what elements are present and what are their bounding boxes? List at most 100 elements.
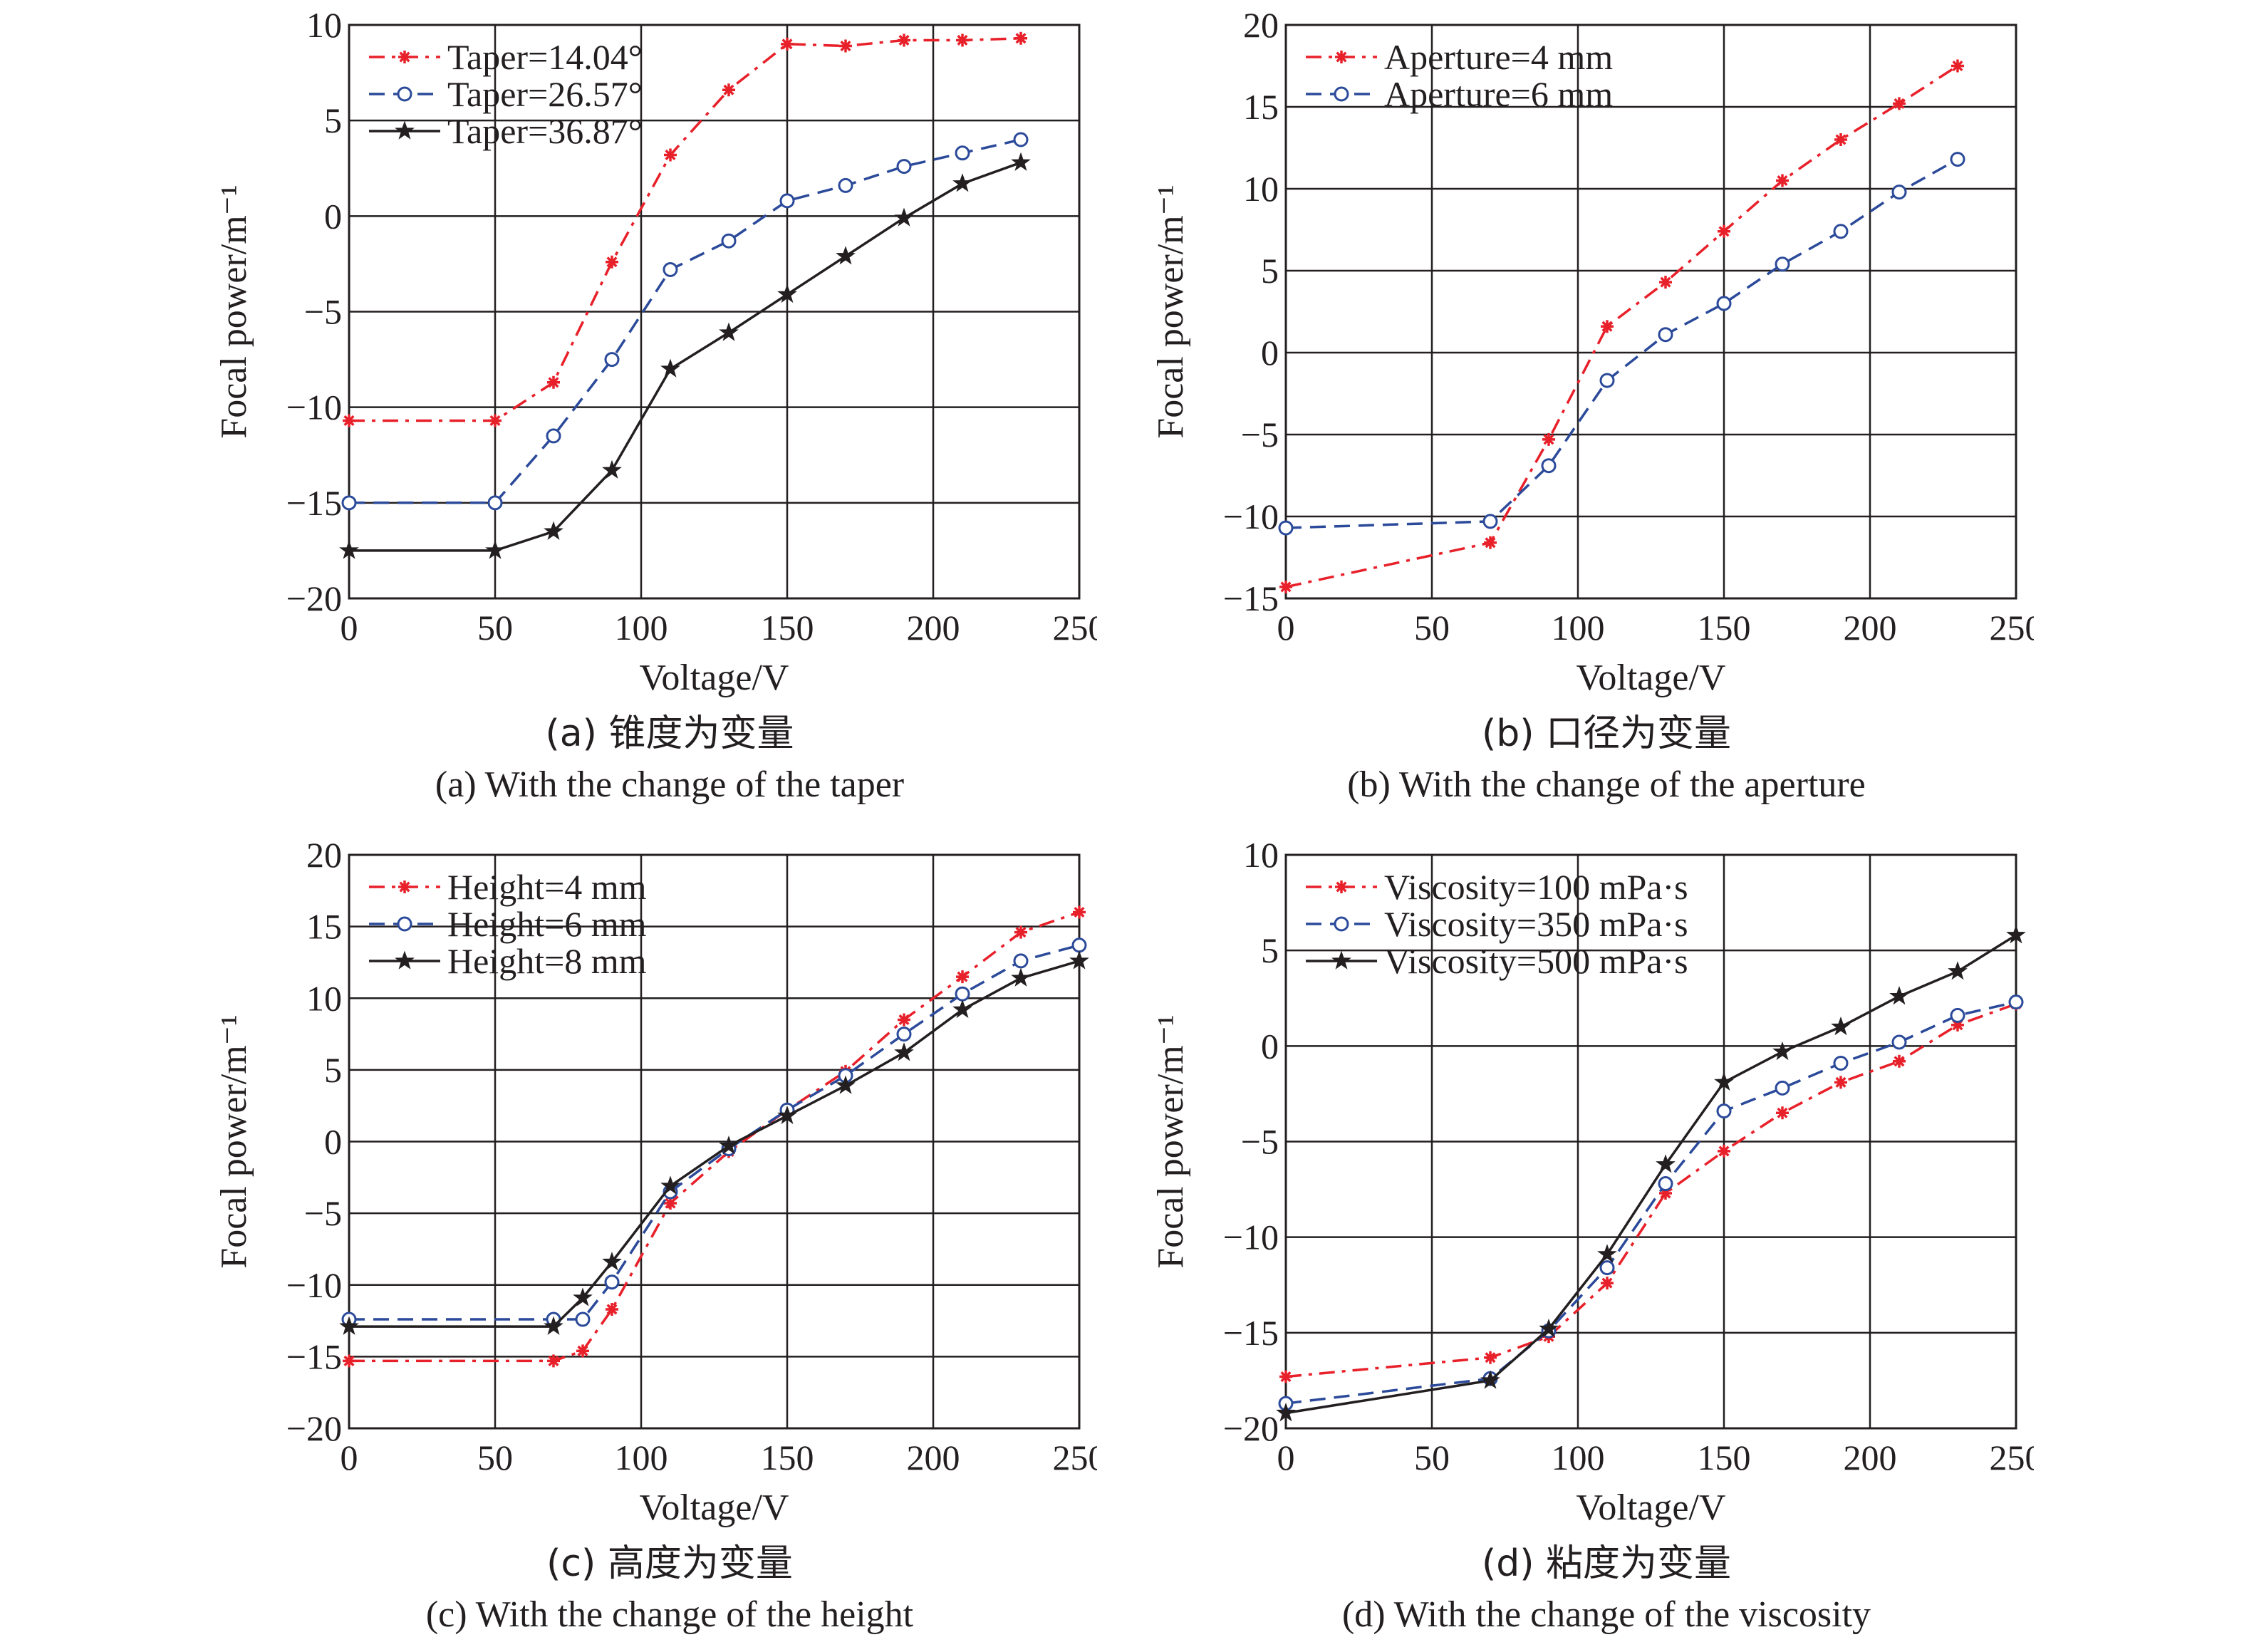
caption-en-b: (b) With the change of the aperture	[1347, 764, 1866, 805]
chart-b-svg: 0 50 100 150 200 250 −15 −10 −5 0 5 10 15 20 Voltage/V…	[1150, 5, 2035, 698]
data-point-0-4	[664, 1197, 677, 1210]
data-point-0-9	[956, 33, 969, 47]
data-point-0-9	[956, 970, 969, 984]
y-tick-label-5: 5	[324, 100, 342, 140]
series-line-1	[1285, 158, 1958, 529]
legend-label-1: Height=6 mm	[447, 904, 647, 944]
data-point-0-8	[898, 1013, 910, 1027]
data-point-2-4	[1656, 1154, 1676, 1173]
y-tick-label-4: 0	[324, 1122, 342, 1162]
data-point-1-10	[1013, 132, 1029, 147]
legend: Taper=14.04°Taper=26.57°Taper=36.87°	[369, 37, 643, 151]
y-tick-label-2: −10	[1223, 1217, 1279, 1257]
legend-label-1: Viscosity=350 mPa·s	[1384, 904, 1688, 944]
x-axis-label: Voltage/V	[1576, 1487, 1726, 1528]
data-point-1-6	[779, 193, 795, 209]
legend-marker-0	[398, 51, 411, 63]
legend-label-2: Height=8 mm	[447, 941, 647, 981]
data-point-0-8	[1893, 1054, 1906, 1068]
data-point-2-7	[1831, 1016, 1851, 1036]
y-tick-label-2: −10	[286, 1265, 342, 1305]
data-point-1-9	[1950, 152, 1965, 167]
x-tick-label-5: 250	[1053, 608, 1098, 648]
series-1	[1278, 994, 2024, 1411]
x-tick-label-2: 100	[615, 1438, 668, 1477]
data-point-1-1	[1482, 514, 1498, 529]
x-tick-label-0: 0	[341, 1438, 358, 1477]
x-tick-label-0: 0	[341, 608, 358, 648]
y-tick-label-1: −10	[1223, 497, 1279, 536]
legend-marker-2	[1331, 950, 1351, 970]
data-point-0-4	[664, 148, 677, 162]
data-point-0-5	[722, 83, 735, 97]
data-point-0-11	[1073, 905, 1086, 919]
data-point-1-4	[1658, 327, 1673, 343]
data-point-2-6	[1772, 1041, 1792, 1061]
data-point-1-5	[721, 233, 737, 249]
plot-frame	[1284, 24, 2017, 600]
x-tick-label-2: 100	[615, 608, 668, 648]
y-tick-label-0: −20	[286, 578, 342, 618]
y-tick-label-1: −15	[286, 483, 342, 523]
data-point-1-8	[896, 1027, 912, 1042]
data-point-1-7	[1833, 1055, 1849, 1071]
data-point-2-8	[1889, 986, 1909, 1005]
data-point-2-0	[339, 1316, 359, 1335]
data-point-0-0	[1279, 1370, 1292, 1383]
data-point-0-9	[1951, 1018, 1964, 1032]
y-tick-label-5: 5	[1261, 930, 1279, 970]
legend-marker-0	[1335, 51, 1348, 63]
caption-cn-a: (a) 锥度为变量	[545, 712, 794, 755]
series-1	[1278, 152, 1965, 536]
legend-marker-1	[1334, 916, 1349, 932]
legend-label-2: Taper=36.87°	[447, 111, 643, 151]
series-0	[1279, 997, 2022, 1383]
data-point-0-3	[606, 1302, 618, 1316]
chart-panel-b: 0 50 100 150 200 250 −15 −10 −5 0 5 10 15 20 Voltage/V…	[980, 0, 2034, 819]
chart-d-svg: 0 50 100 150 200 250 −20 −15 −10 −5 0 5 10 Voltage/V F…	[1150, 835, 2034, 1528]
x-tick-label-2: 100	[1552, 1438, 1605, 1477]
y-tick-label-0: −15	[1223, 578, 1279, 618]
series-line-0	[1285, 1002, 2017, 1378]
caption-cn-b: (b) 口径为变量	[1481, 712, 1732, 755]
x-tick-label-3: 150	[1698, 608, 1751, 648]
series-line-1	[349, 944, 1080, 1321]
data-point-1-1	[487, 495, 503, 511]
x-tick-label-4: 200	[1844, 608, 1897, 648]
legend-marker-0	[398, 880, 411, 893]
data-point-2-7	[836, 246, 856, 265]
x-tick-label-5: 250	[1990, 608, 2035, 648]
data-point-2-8	[894, 207, 914, 227]
data-point-2-1	[1480, 1370, 1500, 1389]
data-point-2-2	[544, 521, 563, 540]
data-point-2-3	[602, 459, 622, 479]
data-point-0-0	[1279, 580, 1292, 593]
series-line-1	[1285, 1000, 2017, 1405]
data-point-1-7	[838, 177, 853, 193]
data-point-1-9	[1950, 1007, 1965, 1023]
y-tick-label-2: −10	[286, 388, 342, 427]
chart-a-svg: 0 50 100 150 200 250 −20 −15 −10 −5 0 5 10 Voltage/V F…	[214, 5, 1098, 698]
legend-marker-0	[1335, 880, 1348, 893]
series-2	[339, 152, 1031, 559]
y-tick-label-8: 20	[306, 835, 342, 875]
series-0	[343, 31, 1027, 427]
series-line-0	[1285, 65, 1958, 588]
data-point-0-5	[1718, 1144, 1730, 1158]
data-point-1-8	[1891, 185, 1907, 200]
data-point-1-2	[1541, 458, 1557, 474]
data-point-1-9	[955, 986, 970, 1002]
caption-cn-c: (c) 高度为变量	[546, 1542, 793, 1585]
series-line-2	[349, 960, 1080, 1328]
data-point-0-1	[1484, 536, 1497, 549]
y-tick-label-4: 5	[1261, 251, 1279, 291]
data-point-2-4	[660, 358, 680, 378]
y-tick-label-5: 5	[324, 1050, 342, 1090]
data-point-2-1	[544, 1316, 563, 1335]
y-axis-label: Focal power/m⁻¹	[214, 1014, 254, 1268]
chart-panel-d: 0 50 100 150 200 250 −20 −15 −10 −5 0 5 10 Voltage/V F…	[980, 830, 2034, 1649]
